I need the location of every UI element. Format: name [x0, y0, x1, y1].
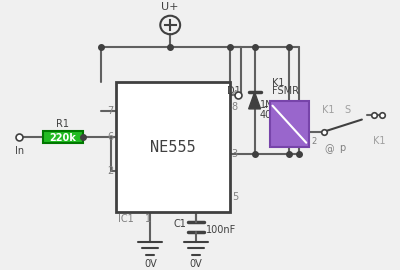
- Text: 4: 4: [232, 90, 238, 100]
- Text: 6: 6: [108, 132, 114, 142]
- Text: K1: K1: [322, 105, 335, 115]
- Text: IC1: IC1: [118, 214, 133, 224]
- Text: 5: 5: [232, 192, 238, 202]
- Text: 3: 3: [232, 149, 238, 159]
- Text: 100nF: 100nF: [206, 225, 236, 235]
- Text: 0V: 0V: [144, 259, 157, 269]
- Text: S: S: [344, 105, 350, 115]
- Text: R1: R1: [56, 119, 70, 129]
- Text: 4004: 4004: [260, 110, 284, 120]
- Text: FSMR: FSMR: [272, 86, 298, 96]
- Text: K1: K1: [372, 136, 385, 146]
- Bar: [270, 101, 309, 147]
- Text: 0V: 0V: [190, 259, 202, 269]
- Text: NE555: NE555: [150, 140, 196, 155]
- Text: K1: K1: [272, 78, 284, 88]
- Text: 2: 2: [107, 166, 114, 176]
- Text: @: @: [324, 144, 334, 155]
- Text: 8: 8: [232, 102, 238, 112]
- Bar: [116, 82, 230, 212]
- Text: 1N: 1N: [260, 100, 273, 110]
- Text: D1: D1: [227, 86, 241, 96]
- Text: -: -: [263, 100, 268, 113]
- Text: 7: 7: [107, 106, 114, 116]
- Text: 220k: 220k: [50, 133, 76, 143]
- Text: In: In: [15, 146, 24, 156]
- Bar: [43, 131, 83, 143]
- Text: 2: 2: [311, 137, 316, 146]
- Text: C1: C1: [173, 219, 186, 229]
- Text: U+: U+: [162, 2, 179, 12]
- Text: p: p: [339, 143, 345, 153]
- Polygon shape: [249, 92, 260, 109]
- Text: 1: 1: [145, 214, 152, 224]
